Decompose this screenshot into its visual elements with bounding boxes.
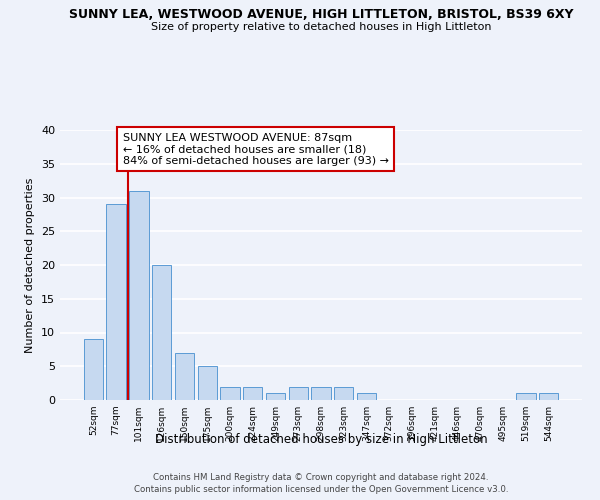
Bar — [334, 386, 353, 400]
Text: SUNNY LEA, WESTWOOD AVENUE, HIGH LITTLETON, BRISTOL, BS39 6XY: SUNNY LEA, WESTWOOD AVENUE, HIGH LITTLET… — [69, 8, 573, 20]
Bar — [357, 393, 376, 400]
Text: Distribution of detached houses by size in High Littleton: Distribution of detached houses by size … — [155, 432, 487, 446]
Bar — [311, 386, 331, 400]
Text: Size of property relative to detached houses in High Littleton: Size of property relative to detached ho… — [151, 22, 491, 32]
Bar — [266, 393, 285, 400]
Y-axis label: Number of detached properties: Number of detached properties — [25, 178, 35, 352]
Text: Contains public sector information licensed under the Open Government Licence v3: Contains public sector information licen… — [134, 485, 508, 494]
Bar — [175, 353, 194, 400]
Bar — [220, 386, 239, 400]
Bar — [84, 339, 103, 400]
Bar — [289, 386, 308, 400]
Text: Contains HM Land Registry data © Crown copyright and database right 2024.: Contains HM Land Registry data © Crown c… — [153, 472, 489, 482]
Bar — [197, 366, 217, 400]
Bar — [243, 386, 262, 400]
Bar — [516, 393, 536, 400]
Bar — [152, 265, 172, 400]
Text: SUNNY LEA WESTWOOD AVENUE: 87sqm
← 16% of detached houses are smaller (18)
84% o: SUNNY LEA WESTWOOD AVENUE: 87sqm ← 16% o… — [122, 132, 389, 166]
Bar — [539, 393, 558, 400]
Bar — [106, 204, 126, 400]
Bar — [129, 190, 149, 400]
